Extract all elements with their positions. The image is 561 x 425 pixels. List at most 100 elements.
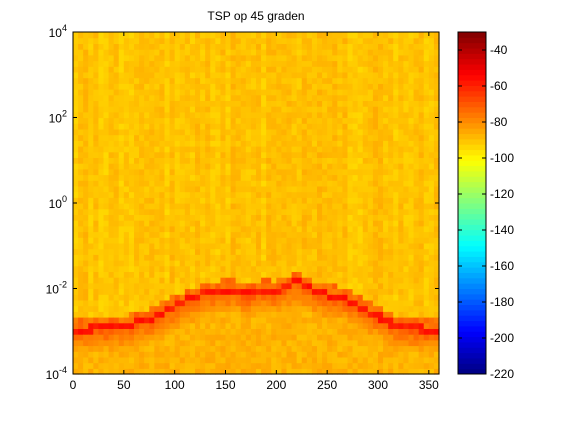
heatmap-cell [271, 260, 277, 267]
heatmap-cell [342, 294, 349, 301]
heatmap-cell [184, 271, 191, 278]
heatmap-cell [347, 60, 354, 67]
heatmap-cell [230, 231, 237, 238]
heatmap-cell [144, 345, 150, 352]
heatmap-cell [286, 151, 293, 158]
heatmap-cell [322, 94, 328, 101]
x-tick-label: 200 [266, 378, 286, 392]
heatmap-cell [286, 94, 293, 101]
heatmap-cell [139, 334, 145, 341]
heatmap-cell [362, 191, 369, 198]
heatmap-cell [372, 305, 379, 312]
heatmap-cell [144, 60, 150, 67]
heatmap-cell [378, 185, 384, 193]
heatmap-cell [261, 299, 267, 307]
heatmap-cell [423, 94, 430, 101]
heatmap-cell [428, 282, 435, 290]
heatmap-cell [134, 32, 140, 39]
heatmap-cell [332, 242, 338, 250]
heatmap-cell [398, 174, 405, 181]
heatmap-cell [159, 60, 166, 67]
heatmap-cell [78, 83, 84, 90]
heatmap-cell [73, 311, 79, 318]
heatmap-cell [423, 37, 430, 44]
heatmap-cell [311, 191, 318, 198]
heatmap-cell [317, 100, 323, 107]
heatmap-cell [195, 248, 201, 255]
heatmap-cell [118, 203, 125, 210]
heatmap-cell [408, 282, 415, 290]
colorbar-tick-label: -220 [490, 367, 514, 381]
heatmap-cell [423, 128, 430, 136]
heatmap-cell [337, 254, 344, 261]
heatmap-cell [398, 294, 405, 301]
heatmap-cell [83, 100, 89, 107]
heatmap-cell [139, 356, 145, 364]
heatmap-cell [317, 146, 323, 153]
heatmap-cell [322, 288, 328, 295]
heatmap-cell [240, 362, 247, 369]
heatmap-cell [291, 77, 298, 84]
heatmap-cell [383, 237, 389, 244]
heatmap-cell [342, 151, 349, 158]
heatmap-cell [215, 203, 222, 210]
heatmap-cell [271, 305, 277, 312]
heatmap-cell [306, 208, 313, 215]
heatmap-cell [281, 185, 288, 193]
heatmap-cell [337, 203, 344, 210]
heatmap-cell [276, 185, 283, 193]
heatmap-cell [367, 311, 374, 318]
heatmap-cell [317, 180, 323, 187]
heatmap-cell [352, 362, 359, 369]
heatmap-cell [220, 368, 227, 375]
heatmap-cell [266, 66, 272, 73]
heatmap-cell [169, 71, 176, 79]
heatmap-cell [261, 77, 267, 84]
colorbar-swatch [458, 170, 486, 177]
heatmap-cell [342, 271, 349, 278]
heatmap-cell [134, 271, 140, 278]
heatmap-cell [159, 117, 166, 124]
heatmap-cell [250, 123, 257, 130]
heatmap-cell [383, 100, 389, 107]
heatmap-cell [367, 111, 374, 119]
heatmap-cell [189, 49, 196, 56]
heatmap-cell [128, 260, 135, 267]
heatmap-cell [98, 94, 105, 101]
heatmap-cell [266, 277, 272, 284]
heatmap-cell [164, 294, 171, 301]
heatmap-cell [98, 277, 105, 284]
heatmap-cell [103, 157, 110, 164]
heatmap-cell [205, 191, 211, 198]
heatmap-cell [195, 339, 201, 347]
heatmap-cell [357, 203, 364, 210]
heatmap-cell [134, 345, 140, 352]
heatmap-cell [393, 106, 399, 113]
heatmap-cell [332, 322, 338, 329]
heatmap-cell [271, 220, 277, 227]
heatmap-cell [388, 146, 394, 153]
heatmap-cell [327, 322, 333, 329]
heatmap-cell [164, 231, 171, 238]
heatmap-cell [230, 248, 237, 255]
heatmap-cell [327, 328, 333, 335]
heatmap-cell [301, 317, 308, 324]
heatmap-cell [291, 328, 298, 335]
heatmap-cell [357, 322, 364, 329]
heatmap-cell [128, 60, 135, 67]
heatmap-cell [388, 242, 394, 250]
heatmap-cell [317, 89, 323, 96]
heatmap-cell [271, 128, 277, 136]
heatmap-cell [388, 151, 394, 158]
heatmap-cell [230, 111, 237, 119]
heatmap-cell [113, 248, 120, 255]
heatmap-cell [301, 305, 308, 312]
heatmap-cell [78, 339, 84, 347]
heatmap-cell [184, 356, 191, 364]
heatmap-cell [291, 134, 298, 141]
heatmap-cell [195, 146, 201, 153]
heatmap-cell [388, 214, 394, 221]
heatmap-cell [296, 180, 303, 187]
heatmap-cell [235, 146, 242, 153]
heatmap-cell [296, 60, 303, 67]
